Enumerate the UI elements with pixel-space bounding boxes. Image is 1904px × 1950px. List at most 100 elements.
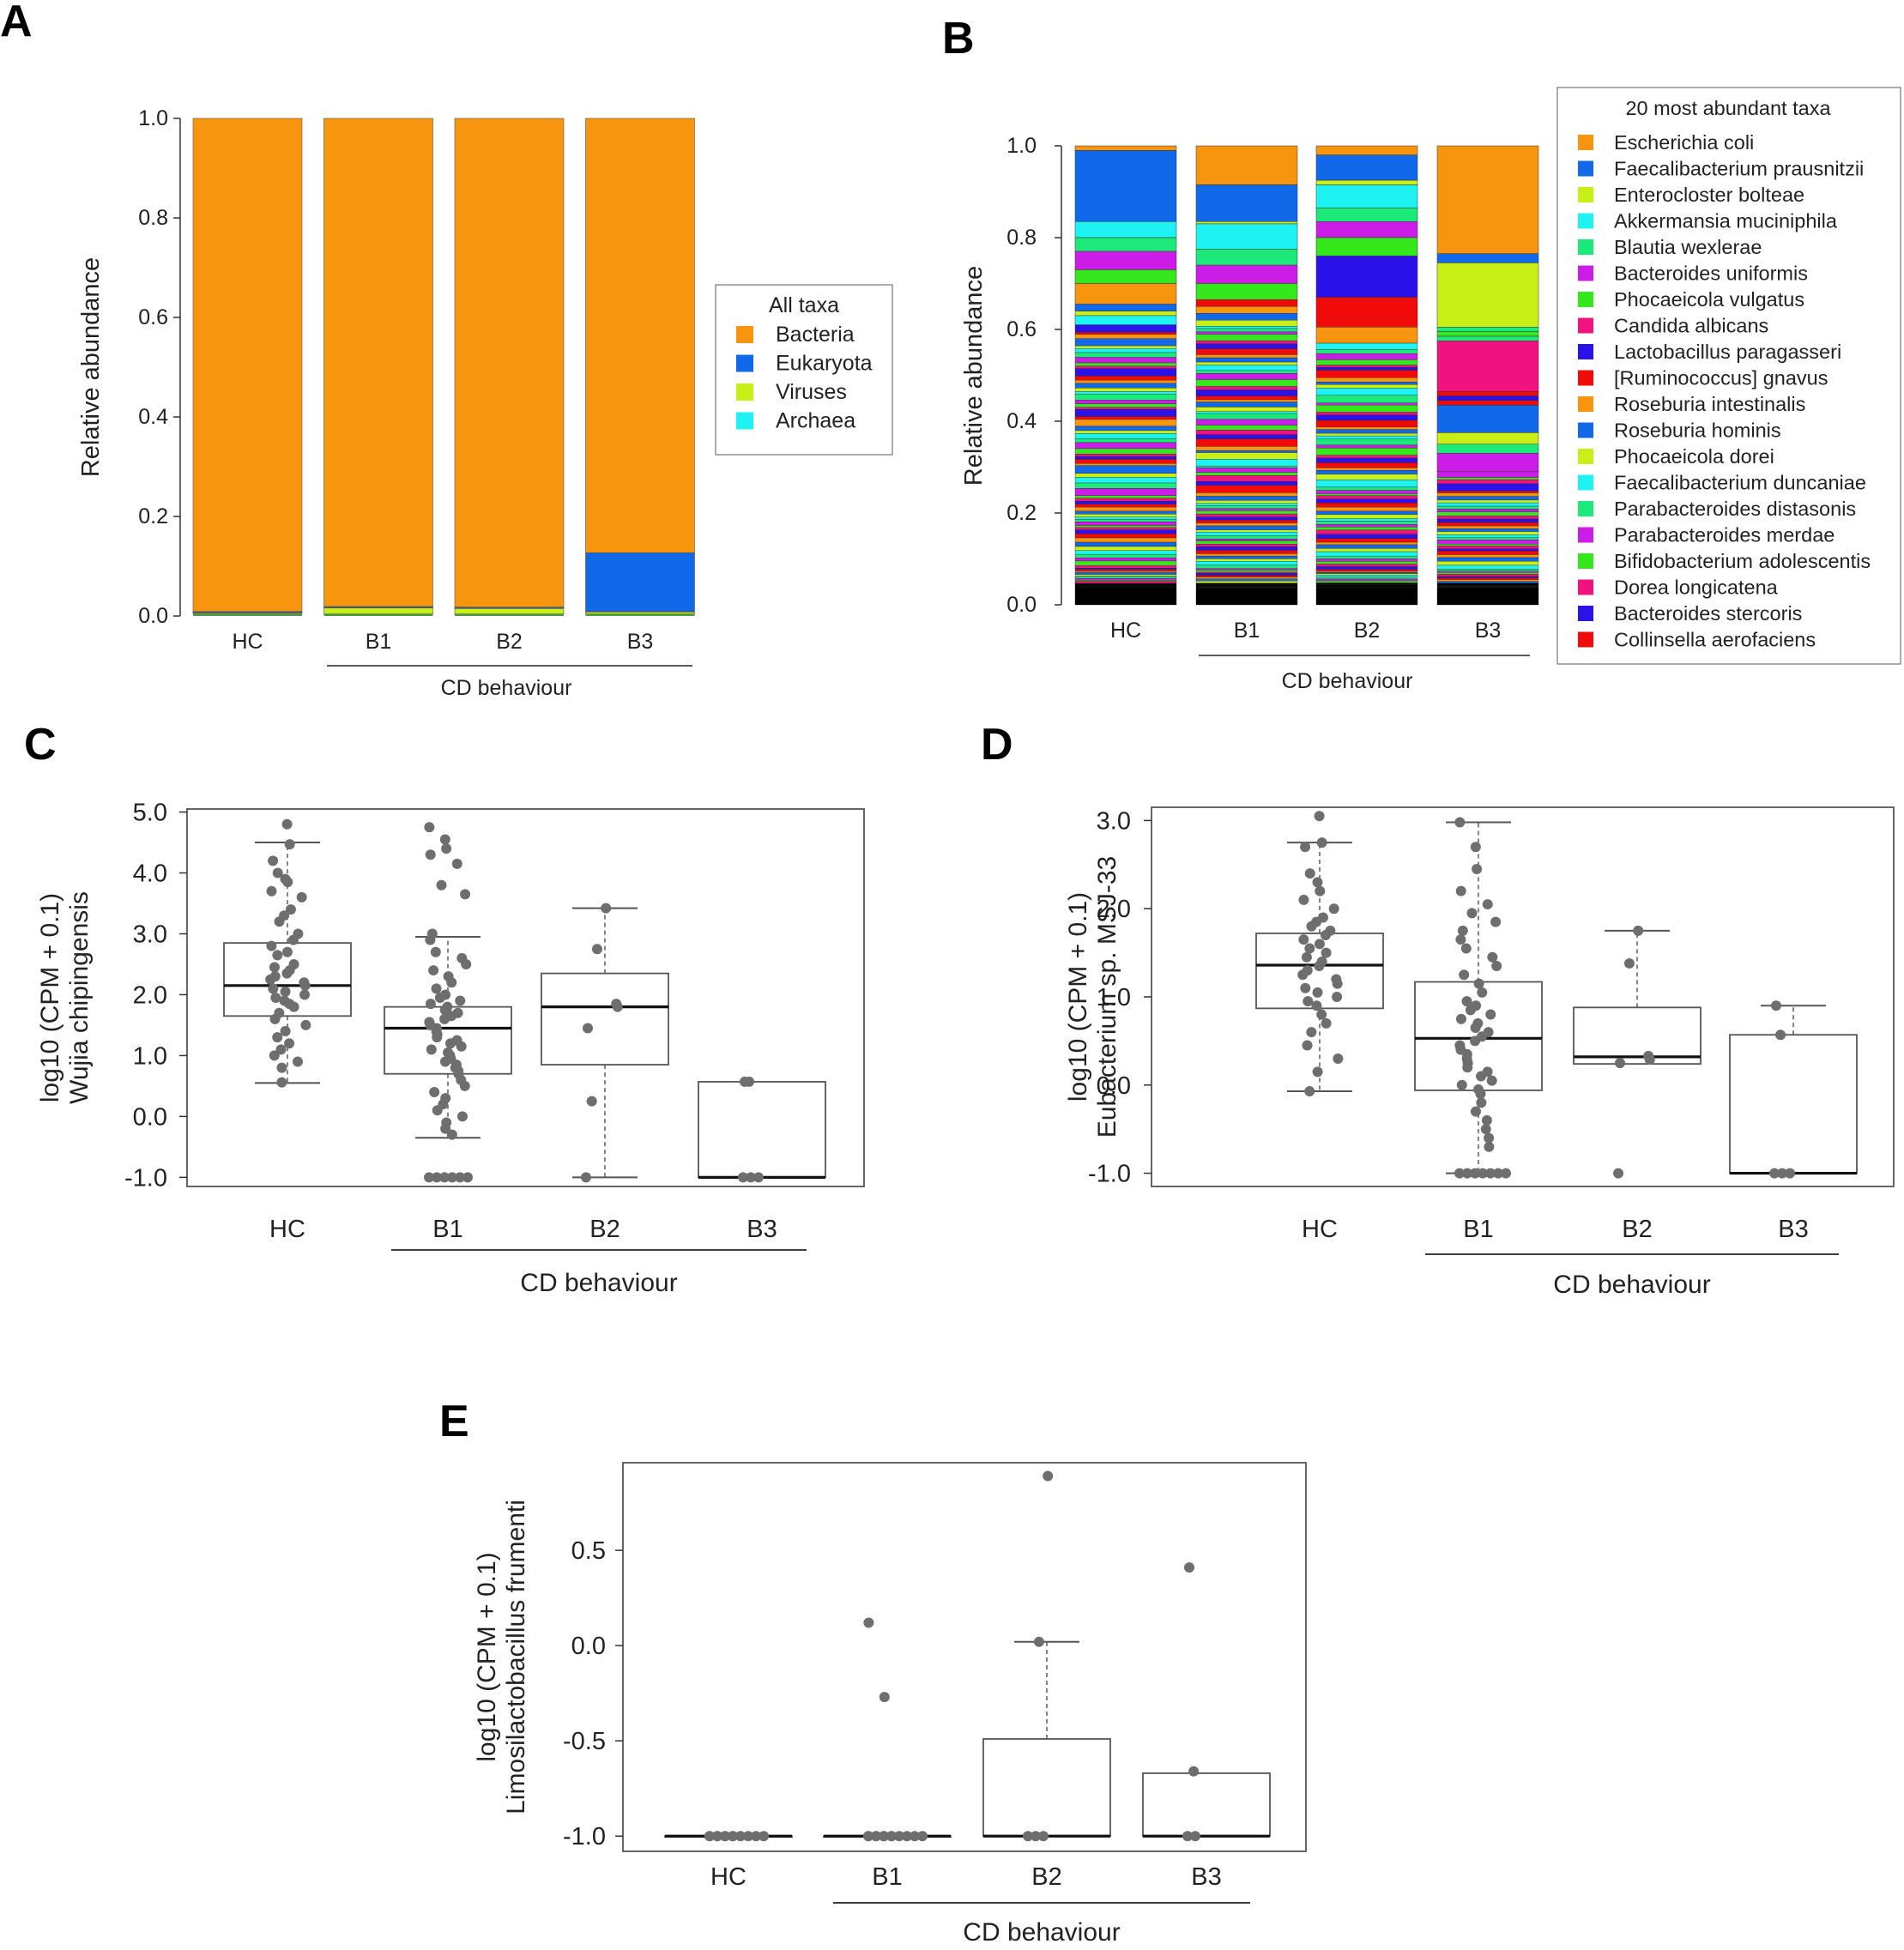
panel-label-c: C: [24, 720, 57, 770]
legend-swatch-phocaeicola-dorei: [1578, 449, 1593, 464]
data-point: [581, 1172, 591, 1183]
bar-segment-other-taxon: [1074, 585, 1177, 588]
legend-swatch-dorea-longicatena: [1578, 579, 1593, 595]
bar-segment-other-taxon: [1195, 472, 1298, 476]
bar-segment-other-taxon: [1315, 414, 1418, 421]
data-point: [1301, 951, 1312, 963]
data-point: [1038, 1831, 1049, 1842]
bar-segment-other-taxon: [1195, 583, 1298, 585]
box-iqr: [1573, 1006, 1702, 1066]
data-point: [1300, 842, 1311, 853]
data-point: [1188, 1766, 1200, 1777]
bar-segment-other-taxon: [1195, 465, 1298, 468]
y-tick-label: 1.0: [1097, 984, 1131, 1011]
x-tick-label: B2: [1622, 1216, 1652, 1243]
bar-segment-other-taxon: [1195, 505, 1298, 509]
bar-segment-other-taxon: [1074, 577, 1177, 579]
data-point: [902, 1831, 912, 1842]
bar-segment-other-taxon: [1195, 326, 1298, 329]
data-point: [1298, 934, 1309, 945]
data-point: [1190, 1831, 1200, 1842]
bar-segment-base: [455, 613, 564, 616]
data-point: [1476, 1097, 1487, 1108]
x-group-title: CD behaviour: [520, 1269, 677, 1297]
bar-segment-other-taxon: [1195, 446, 1298, 451]
data-point: [285, 904, 296, 915]
bar-segment-other-taxon: [1074, 541, 1177, 547]
bar-segment-lactobacillus-paragasseri: [1315, 256, 1418, 298]
data-point: [1306, 921, 1317, 932]
data-point: [456, 1111, 468, 1122]
legend-swatch-phocaeicola-vulgatus: [1578, 292, 1593, 307]
bar-segment-other-taxon: [1436, 540, 1539, 545]
x-tick-label: B3: [746, 1216, 777, 1243]
legend-swatch-parabacteroides-distasonis: [1578, 501, 1593, 516]
bar-segment-base: [1316, 589, 1417, 605]
data-point: [446, 977, 457, 988]
bar-segment-other-taxon: [1074, 416, 1177, 420]
bar-segment-other-taxon: [1074, 571, 1177, 573]
data-point: [281, 818, 293, 830]
data-point: [1455, 1013, 1466, 1024]
data-point: [1311, 1000, 1322, 1011]
data-point: [1470, 1035, 1481, 1047]
bar-segment-other-taxon: [1436, 577, 1539, 580]
bar-segment-other-taxon: [1074, 456, 1177, 460]
bar-segment-other-taxon: [1195, 468, 1298, 473]
bar-segment-other-taxon: [1195, 571, 1298, 574]
bar-segment-other-taxon: [1315, 564, 1418, 567]
bar-segment-other-taxon: [1436, 572, 1539, 575]
bar-segment-other-taxon: [1074, 465, 1177, 474]
legend-label-bacteroides-stercoris: Bacteroides stercoris: [1614, 602, 1802, 625]
y-axis-title-line1: log10 (CPM + 0.1): [1064, 892, 1092, 1102]
bar-segment-other-taxon: [1315, 577, 1418, 580]
chart-e-boxplot-limosilactobacillus: -1.0 -0.5 0.0 0.5 log10 (CPM + 0.1) Limosilac…: [473, 1462, 1307, 1947]
bar-segment-other-taxon: [1315, 448, 1418, 456]
bar-segment-other-taxon: [1436, 502, 1539, 507]
bar-segment-other-taxon: [1315, 558, 1418, 562]
data-point: [275, 1044, 287, 1055]
y-tick-label: 4.0: [133, 860, 167, 888]
bar-segment-other-taxon: [1074, 477, 1177, 484]
bar-segment-other-taxon: [1315, 480, 1418, 488]
data-point: [434, 993, 445, 1003]
bar-segment-other-taxon: [1074, 482, 1177, 489]
legend-swatch-lactobacillus-paragasseri: [1578, 344, 1593, 359]
legend-swatch-akkermansia-muciniphila: [1578, 213, 1593, 229]
bar-segment-other-taxon: [1315, 534, 1418, 539]
bar-segment-other-taxon: [1074, 534, 1177, 539]
bar-segment-other-taxon: [1074, 516, 1177, 520]
y-tick-label: 0.2: [138, 504, 168, 528]
legend-swatch-escherichia-coli: [1578, 135, 1593, 150]
y-tick-label: 0.0: [138, 604, 168, 628]
data-point: [1470, 842, 1481, 853]
y-tick-label: 0.0: [1097, 1072, 1131, 1100]
bar-segment-other-taxon: [1315, 524, 1418, 528]
data-point: [1486, 1075, 1497, 1086]
bar-segment-other-taxon: [1315, 538, 1418, 543]
bar-segment-other-taxon: [1074, 558, 1177, 562]
bar-segment-other-taxon: [1195, 529, 1298, 533]
data-point: [1312, 1066, 1323, 1078]
legend-label-candida-albicans: Candida albicans: [1614, 315, 1768, 337]
data-point: [1775, 1029, 1786, 1041]
bar-segment-other-taxon: [1436, 483, 1539, 492]
data-point: [1466, 908, 1478, 919]
legend-label-roseburia-hominis: Roseburia hominis: [1614, 420, 1781, 442]
bar-segment-akkermansia-muciniphila: [1315, 184, 1418, 208]
bar-segment-other-taxon: [1195, 354, 1298, 359]
bar-segment-other-taxon: [1074, 324, 1177, 333]
data-point: [1644, 1053, 1655, 1065]
bar-segment-other-taxon: [1195, 577, 1298, 580]
data-point: [280, 1026, 291, 1037]
bar-segment-other-taxon: [1436, 471, 1539, 478]
data-point: [287, 934, 299, 945]
bar-segment-other-taxon: [1195, 365, 1298, 371]
bar-segment-faecalibacterium-prausnitzii: [1315, 154, 1418, 181]
bar-segment-other-taxon: [1436, 544, 1539, 546]
bar-segment-enterocloster-bolteae: [1195, 221, 1298, 225]
legend-swatch-roseburia-hominis: [1578, 422, 1593, 438]
bar-segment-other-taxon: [1436, 548, 1539, 552]
bar-segment-other-taxon: [1074, 510, 1177, 515]
data-point: [612, 1001, 623, 1012]
